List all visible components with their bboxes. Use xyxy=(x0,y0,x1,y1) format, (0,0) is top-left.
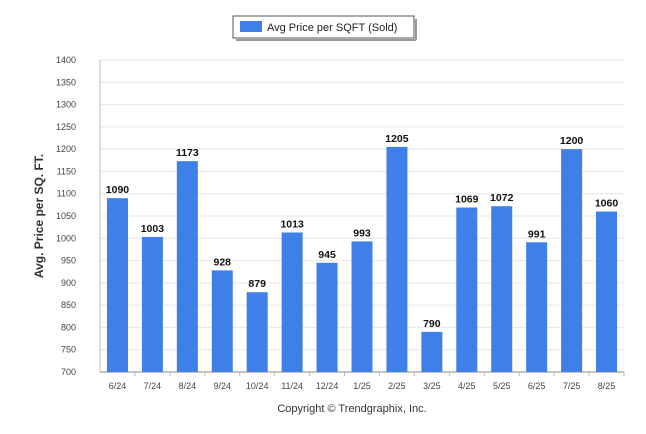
y-tick-label: 1350 xyxy=(56,77,76,87)
x-tick-label: 1/25 xyxy=(353,381,371,391)
x-tick-label: 5/25 xyxy=(493,381,511,391)
bar xyxy=(211,270,233,372)
y-tick-label: 1400 xyxy=(56,55,76,65)
y-tick-label: 1300 xyxy=(56,100,76,110)
x-tick-label: 8/24 xyxy=(179,381,197,391)
legend-label: Avg Price per SQFT (Sold) xyxy=(267,22,397,34)
y-axis-title: Avg. Price per SQ. FT. xyxy=(32,154,46,278)
y-axis-ticks: 700 750 800 850 900 950 1000 1050 1100 1150 1200 12… xyxy=(56,55,76,377)
bar xyxy=(561,149,583,372)
bar xyxy=(351,241,373,372)
y-tick-label: 1250 xyxy=(56,122,76,132)
bar xyxy=(456,207,478,372)
x-tick-label: 2/25 xyxy=(388,381,406,391)
x-tick-label: 8/25 xyxy=(598,381,616,391)
bar xyxy=(176,161,198,372)
y-tick-label: 1100 xyxy=(57,189,76,199)
data-label: 1013 xyxy=(280,218,304,230)
legend-swatch xyxy=(240,21,262,32)
y-tick-label: 1000 xyxy=(56,233,76,243)
data-label: 1173 xyxy=(176,147,199,159)
data-label: 1003 xyxy=(141,223,165,235)
legend-box xyxy=(232,15,415,39)
data-label: 790 xyxy=(423,318,441,330)
x-tick-label: 6/25 xyxy=(528,381,546,391)
y-tick-label: 800 xyxy=(61,322,76,332)
y-tick-label: 750 xyxy=(61,345,76,355)
bar xyxy=(246,292,268,372)
data-labels: 1090 1003 1173 928 879 1013 945 993 1205 790 1069 1… xyxy=(106,133,619,330)
data-label: 1205 xyxy=(385,133,409,145)
data-label: 1090 xyxy=(106,184,130,196)
x-axis-ticks: 6/24 7/24 8/24 9/24 10/24 11/24 12/24 1/25 2/25 3… xyxy=(109,372,625,391)
x-tick-label: 6/24 xyxy=(109,381,127,391)
bar xyxy=(316,262,338,372)
data-label: 945 xyxy=(318,249,336,261)
y-tick-label: 950 xyxy=(61,256,76,266)
data-label: 1069 xyxy=(455,194,479,206)
bar xyxy=(596,211,618,372)
bar xyxy=(281,232,303,372)
copyright-text: Copyright © Trendgraphix, Inc. xyxy=(277,403,426,415)
data-label: 1060 xyxy=(595,198,619,210)
data-label: 991 xyxy=(528,228,546,240)
x-tick-label: 12/24 xyxy=(316,381,339,391)
x-tick-label: 10/24 xyxy=(246,381,269,391)
x-tick-label: 7/24 xyxy=(144,381,162,391)
data-label: 1200 xyxy=(560,135,584,147)
data-label: 928 xyxy=(214,256,232,268)
bar xyxy=(141,236,163,372)
x-tick-label: 4/25 xyxy=(458,381,476,391)
bar xyxy=(106,198,128,372)
x-tick-label: 3/25 xyxy=(423,381,441,391)
data-label: 1072 xyxy=(490,192,514,204)
y-tick-label: 850 xyxy=(61,300,76,310)
y-tick-label: 1050 xyxy=(56,211,76,221)
bar xyxy=(491,206,513,372)
bars xyxy=(106,146,618,372)
data-label: 993 xyxy=(353,227,371,239)
y-tick-label: 700 xyxy=(61,367,76,377)
data-label: 879 xyxy=(248,278,266,290)
bar xyxy=(386,146,408,372)
y-tick-label: 900 xyxy=(61,278,76,288)
x-tick-label: 7/25 xyxy=(563,381,581,391)
legend: Avg Price per SQFT (Sold) xyxy=(232,15,417,41)
x-tick-label: 9/24 xyxy=(214,381,232,391)
x-tick-label: 11/24 xyxy=(281,381,303,391)
y-tick-label: 1200 xyxy=(56,144,76,154)
bar xyxy=(526,242,548,372)
bar xyxy=(421,331,443,372)
y-tick-label: 1150 xyxy=(57,166,76,176)
